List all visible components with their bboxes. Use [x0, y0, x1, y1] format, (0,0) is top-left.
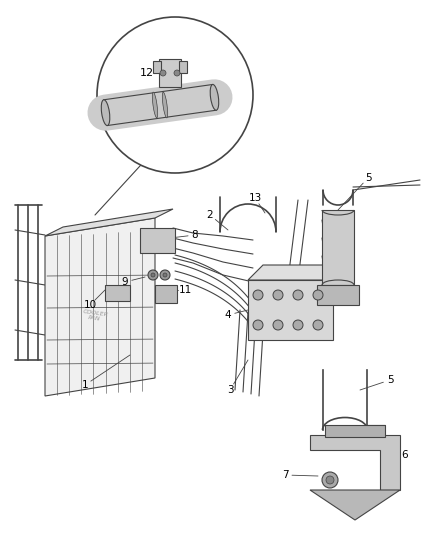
Circle shape — [160, 70, 166, 76]
Circle shape — [322, 472, 338, 488]
Circle shape — [293, 290, 303, 300]
Polygon shape — [310, 490, 400, 520]
Circle shape — [151, 273, 155, 277]
Bar — [153, 61, 161, 73]
Circle shape — [326, 476, 334, 484]
Circle shape — [273, 320, 283, 330]
Bar — [155, 285, 177, 303]
Text: 8: 8 — [192, 230, 198, 240]
Bar — [140, 228, 175, 253]
Text: 5: 5 — [365, 173, 371, 183]
Text: COOLER
PAN: COOLER PAN — [81, 309, 109, 323]
Circle shape — [253, 290, 263, 300]
Polygon shape — [310, 435, 400, 490]
Text: 9: 9 — [122, 277, 128, 287]
Text: 13: 13 — [248, 193, 261, 203]
Ellipse shape — [162, 92, 168, 118]
Circle shape — [148, 270, 158, 280]
Polygon shape — [45, 218, 155, 396]
Text: 2: 2 — [207, 210, 213, 220]
Circle shape — [160, 270, 170, 280]
Circle shape — [253, 320, 263, 330]
Bar — [179, 61, 187, 73]
Circle shape — [163, 273, 167, 277]
Text: 6: 6 — [402, 450, 408, 460]
Circle shape — [97, 17, 253, 173]
Circle shape — [174, 70, 180, 76]
Text: 3: 3 — [227, 385, 233, 395]
Text: 11: 11 — [178, 285, 192, 295]
Text: 12: 12 — [140, 68, 154, 78]
Bar — [105, 285, 130, 301]
Text: 10: 10 — [83, 300, 96, 310]
Ellipse shape — [210, 84, 219, 110]
Polygon shape — [248, 280, 333, 340]
Text: 5: 5 — [387, 375, 393, 385]
Bar — [322, 210, 354, 285]
Polygon shape — [248, 265, 348, 280]
Bar — [159, 59, 181, 87]
Circle shape — [273, 290, 283, 300]
Bar — [317, 285, 359, 305]
Circle shape — [313, 320, 323, 330]
Text: 4: 4 — [225, 310, 231, 320]
Circle shape — [313, 290, 323, 300]
Bar — [325, 425, 385, 437]
Ellipse shape — [152, 92, 158, 118]
Text: 7: 7 — [282, 470, 288, 480]
Polygon shape — [45, 209, 173, 236]
Text: 1: 1 — [82, 380, 88, 390]
Circle shape — [293, 320, 303, 330]
Ellipse shape — [101, 100, 110, 126]
